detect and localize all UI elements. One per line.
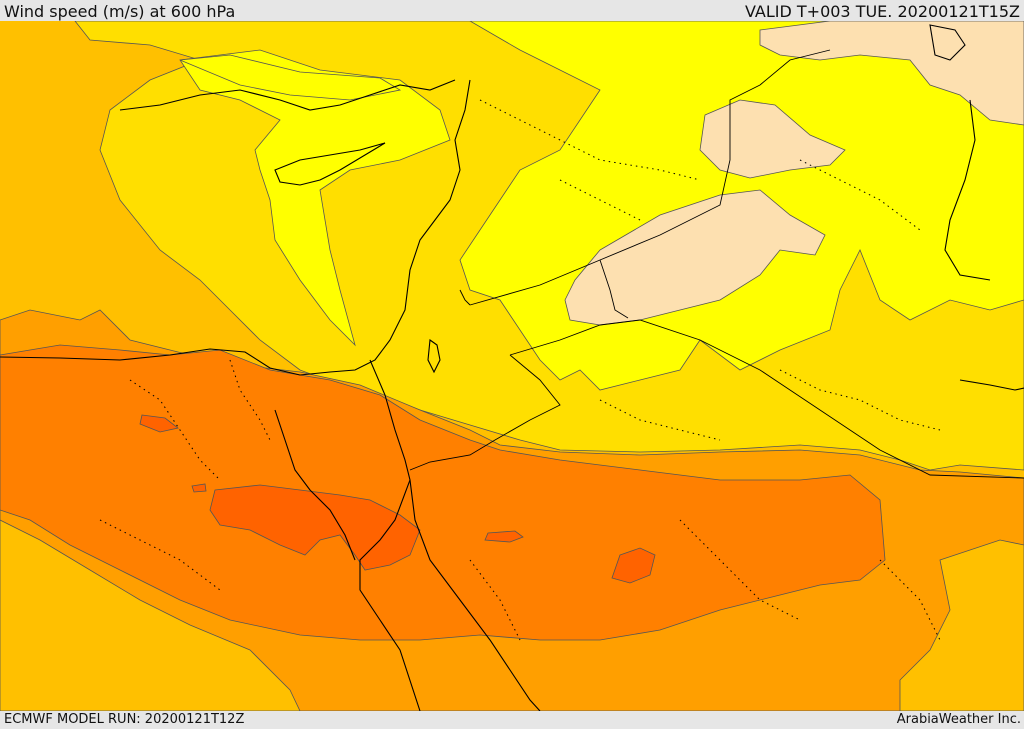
wind-speed-map[interactable] [0,21,1024,711]
footer-bar: ECMWF MODEL RUN: 20200121T12Z ArabiaWeat… [0,711,1024,729]
model-run-label: ECMWF MODEL RUN: 20200121T12Z [4,712,245,727]
header-bar: Wind speed (m/s) at 600 hPa VALID T+003 … [0,0,1024,21]
band-low-north [179,54,402,101]
band-lowest-ne [759,21,1024,126]
band-elevated-sw [0,519,301,711]
map-canvas [0,21,1024,711]
band-highest-small2 [484,530,524,543]
band-higher [0,344,886,641]
credit-label: ArabiaWeather Inc. [896,712,1021,727]
map-title: Wind speed (m/s) at 600 hPa [4,2,236,21]
band-lowest-center [564,189,826,326]
valid-time-label: VALID T+003 TUE. 20200121T15Z [744,2,1020,21]
band-highest-east [611,547,656,584]
band-highest-small1 [139,414,179,433]
band-elevated-se [899,539,1024,711]
band-highest-main [209,484,421,571]
band-low-west [179,49,451,347]
borders [409,49,1024,479]
coastlines [0,24,1024,711]
dotted-borders [99,99,941,641]
band-highest-small3 [191,483,207,493]
band-lowest-north [699,99,846,179]
